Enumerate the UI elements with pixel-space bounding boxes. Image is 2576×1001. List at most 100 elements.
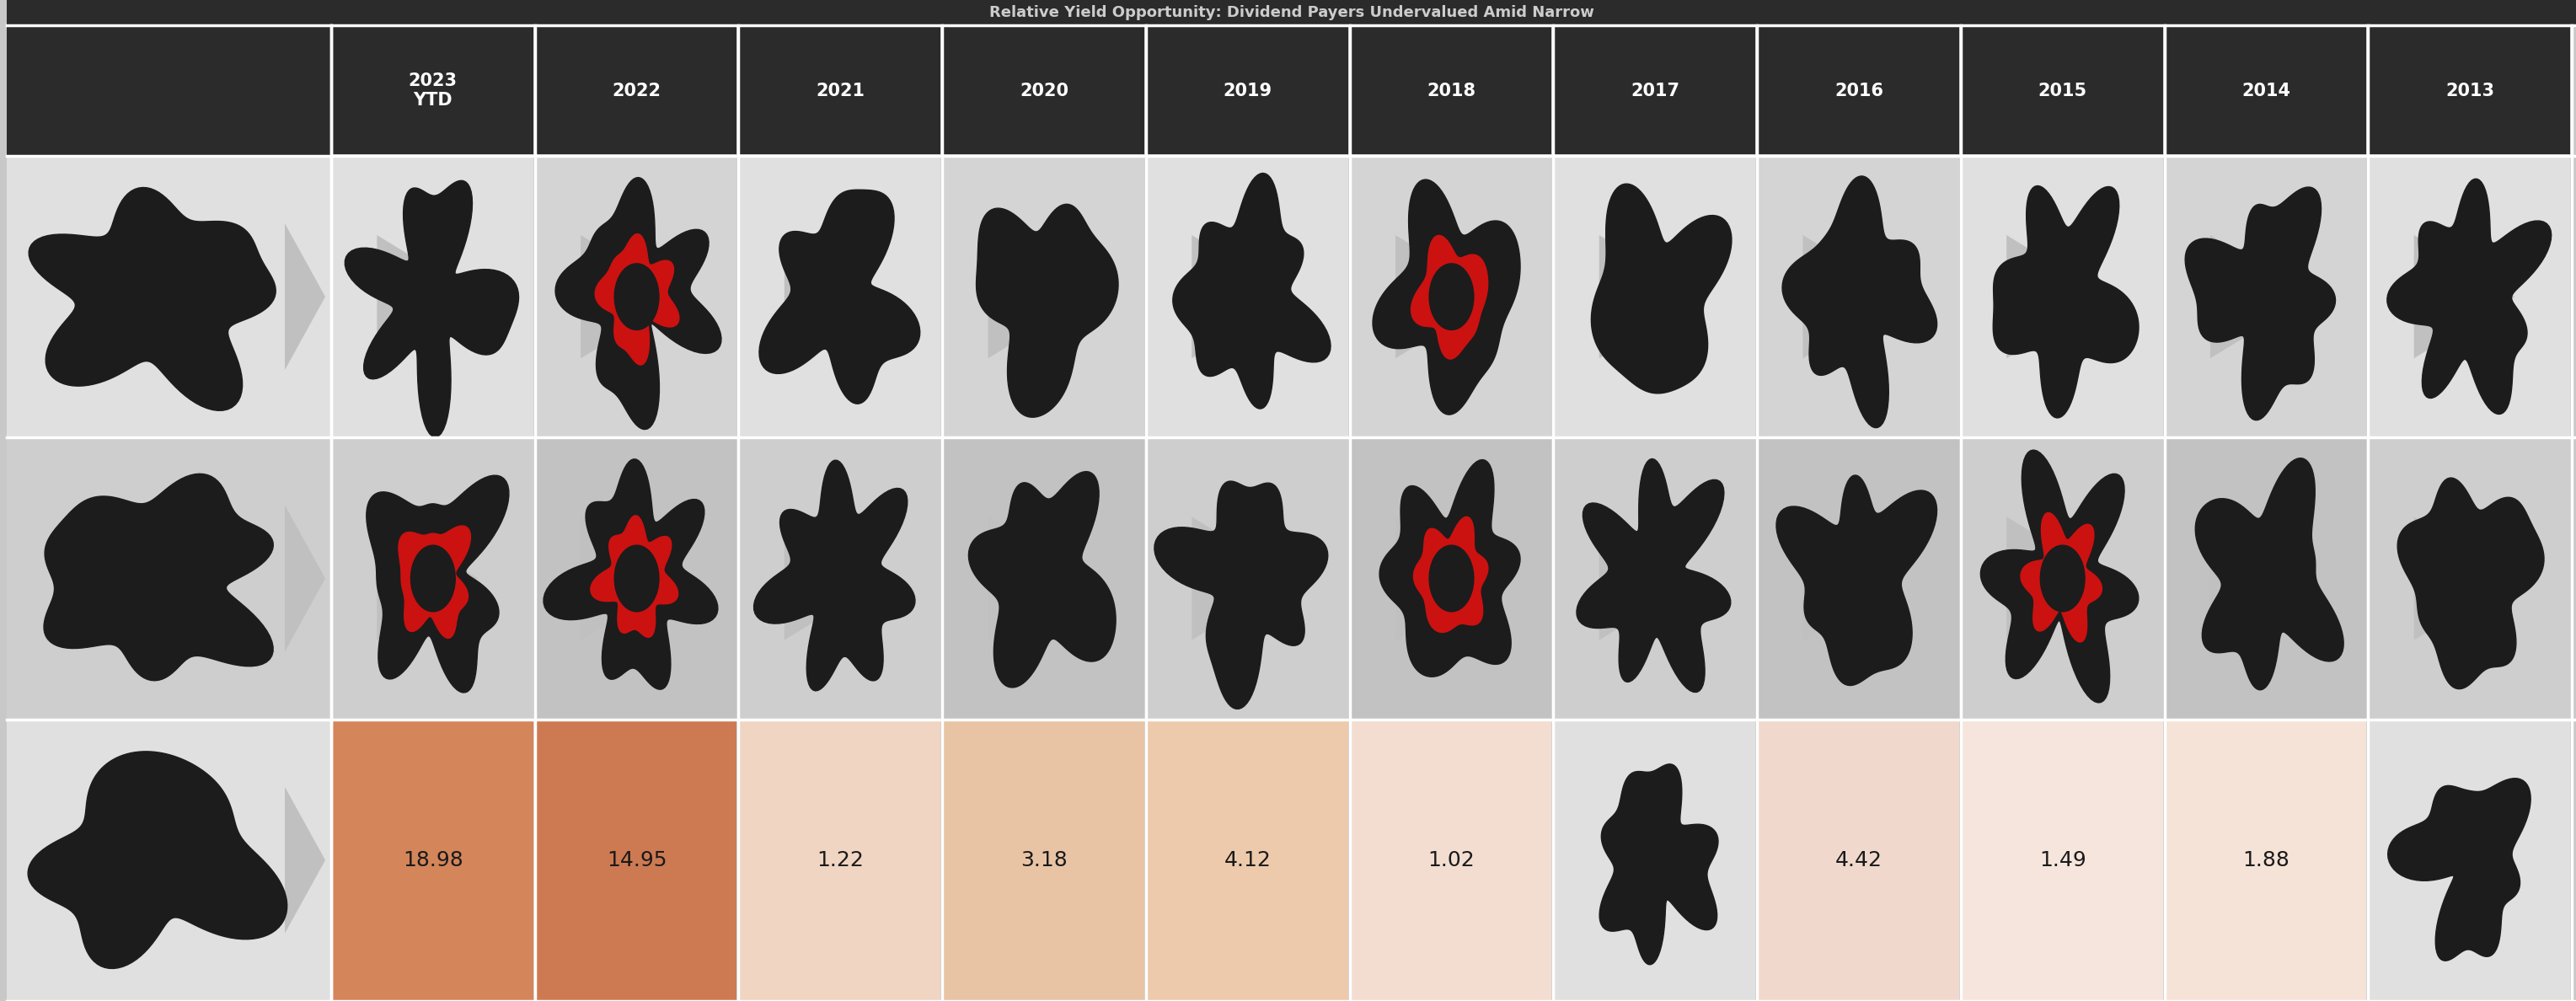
Bar xyxy=(1963,720,2164,1000)
Bar xyxy=(943,720,1144,1000)
Bar xyxy=(1149,720,1347,1000)
Bar xyxy=(1759,27,1958,154)
Polygon shape xyxy=(345,180,518,437)
Bar xyxy=(1149,438,1347,719)
Text: 2013: 2013 xyxy=(2445,82,2494,99)
Polygon shape xyxy=(1981,450,2138,703)
Bar xyxy=(1759,438,1958,719)
Text: 2014: 2014 xyxy=(2241,82,2290,99)
Text: Global Dividend
Payers vs.
Global Market
(Equal Weight): Global Dividend Payers vs. Global Market… xyxy=(103,560,183,598)
Polygon shape xyxy=(1803,235,1904,358)
Polygon shape xyxy=(286,223,325,370)
Polygon shape xyxy=(783,235,886,358)
Polygon shape xyxy=(2040,546,2084,612)
Polygon shape xyxy=(969,471,1115,688)
Text: Relative Yield Opportunity: Dividend Payers Undervalued Amid Narrow: Relative Yield Opportunity: Dividend Pay… xyxy=(989,5,1595,20)
Bar xyxy=(739,27,940,154)
Bar xyxy=(943,438,1144,719)
Polygon shape xyxy=(28,187,276,410)
Bar xyxy=(1556,720,1754,1000)
Polygon shape xyxy=(976,204,1118,417)
Bar xyxy=(1352,157,1551,436)
Bar xyxy=(1759,720,1958,1000)
Polygon shape xyxy=(366,475,510,693)
Bar xyxy=(332,27,533,154)
Bar xyxy=(536,157,737,436)
Bar xyxy=(739,720,940,1000)
Text: 2017: 2017 xyxy=(1631,82,1680,99)
Text: 1.22: 1.22 xyxy=(817,850,863,870)
Bar xyxy=(1149,157,1347,436)
Polygon shape xyxy=(1430,263,1473,330)
Polygon shape xyxy=(556,177,721,429)
Polygon shape xyxy=(580,235,683,358)
Polygon shape xyxy=(989,517,1090,640)
Polygon shape xyxy=(1396,235,1497,358)
Text: 2018: 2018 xyxy=(1427,82,1476,99)
Polygon shape xyxy=(2210,517,2311,640)
Polygon shape xyxy=(1803,517,1904,640)
Polygon shape xyxy=(1577,458,1731,693)
Polygon shape xyxy=(1154,481,1327,709)
Bar xyxy=(332,157,533,436)
Text: 2021: 2021 xyxy=(817,82,866,99)
Polygon shape xyxy=(2414,517,2514,640)
Polygon shape xyxy=(2398,477,2545,689)
Text: 14.95: 14.95 xyxy=(605,850,667,870)
Bar xyxy=(1963,27,2164,154)
Polygon shape xyxy=(2007,517,2107,640)
Bar xyxy=(8,720,332,1001)
Text: 1.88: 1.88 xyxy=(2244,850,2290,870)
Polygon shape xyxy=(2195,458,2344,690)
Bar xyxy=(1963,157,2164,436)
Polygon shape xyxy=(2414,235,2514,358)
Polygon shape xyxy=(616,546,659,612)
Text: 2019: 2019 xyxy=(1224,82,1273,99)
Bar xyxy=(1352,27,1551,154)
Polygon shape xyxy=(2184,187,2336,420)
Polygon shape xyxy=(376,235,477,358)
Bar xyxy=(943,157,1144,436)
Text: 2020: 2020 xyxy=(1020,82,1069,99)
Polygon shape xyxy=(1193,517,1293,640)
Polygon shape xyxy=(28,752,286,969)
Text: 4.42: 4.42 xyxy=(1834,850,1883,870)
Polygon shape xyxy=(376,517,477,640)
Bar xyxy=(739,438,940,719)
Text: 18.98: 18.98 xyxy=(402,850,464,870)
Bar xyxy=(8,25,332,156)
Bar xyxy=(1759,157,1958,436)
Polygon shape xyxy=(2210,235,2311,358)
Polygon shape xyxy=(1592,184,1731,393)
Bar xyxy=(943,27,1144,154)
Polygon shape xyxy=(2388,179,2550,414)
Polygon shape xyxy=(1600,517,1700,640)
Polygon shape xyxy=(989,235,1090,358)
Bar xyxy=(1963,438,2164,719)
Polygon shape xyxy=(1412,235,1489,359)
Text: 2023
YTD: 2023 YTD xyxy=(410,72,459,109)
Polygon shape xyxy=(1600,764,1718,965)
Bar xyxy=(332,438,533,719)
Bar xyxy=(2370,438,2571,719)
Text: Relative Yield
Opportunity
(Dividend Yield
Spread): Relative Yield Opportunity (Dividend Yie… xyxy=(106,841,180,879)
Polygon shape xyxy=(1430,546,1473,612)
Polygon shape xyxy=(1193,235,1293,358)
Bar xyxy=(739,157,940,436)
Bar xyxy=(2166,27,2367,154)
Text: 1.02: 1.02 xyxy=(1427,850,1476,870)
Bar xyxy=(332,720,533,1000)
Bar xyxy=(2166,157,2367,436)
Bar xyxy=(536,720,737,1000)
Polygon shape xyxy=(1414,517,1489,633)
Polygon shape xyxy=(755,460,914,691)
Polygon shape xyxy=(1172,173,1332,408)
Bar xyxy=(2166,720,2367,1000)
Polygon shape xyxy=(286,506,325,652)
Polygon shape xyxy=(544,459,719,690)
Bar xyxy=(2370,27,2571,154)
Bar xyxy=(1352,438,1551,719)
Polygon shape xyxy=(399,526,471,639)
Bar xyxy=(1556,157,1754,436)
Bar xyxy=(2166,438,2367,719)
